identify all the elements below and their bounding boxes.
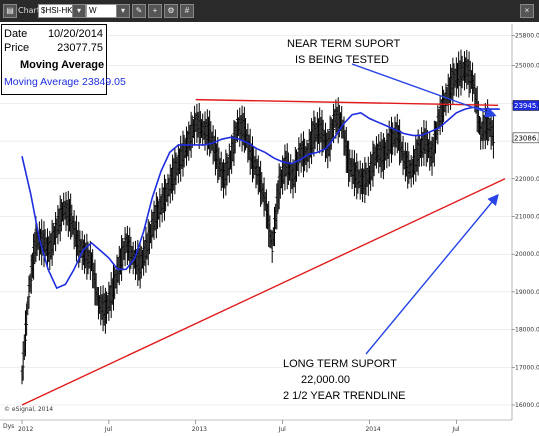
y-tick-label: 16000.00	[515, 402, 539, 409]
x-axis-ticks: 2012 Jul 2013 Jul 2014 Jul	[18, 420, 460, 433]
date-label: Date	[4, 28, 28, 40]
y-tick-label: 17000.00	[515, 364, 539, 371]
y-tick-label: 20000.00	[515, 251, 539, 258]
near-term-annotation-2: IS BEING TESTED	[295, 54, 389, 66]
y-tick-label: 21000.00	[515, 214, 539, 221]
date-value: 10/20/2014	[47, 28, 103, 40]
zoom-icon[interactable]: +	[148, 4, 162, 18]
price-value: 23077.75	[57, 42, 103, 54]
price-badges: 23945.65 23086.54	[512, 100, 539, 144]
y-tick-label: 25000.00	[515, 63, 539, 70]
y-axis-ticks: 25800.0025000.0024000.0023000.0022000.00…	[512, 33, 539, 409]
dys-label: Dys	[3, 423, 14, 430]
long-term-annotation-1: LONG TERM SUPORT	[283, 358, 397, 370]
data-window: Date 10/20/2014 Price 23077.75 Moving Av…	[1, 24, 126, 95]
price-badge-box	[512, 100, 539, 111]
price-badge-box	[512, 132, 539, 144]
resistance-trendline	[195, 98, 499, 106]
x-tick-label: Jul	[451, 426, 460, 433]
app-label: Chart	[18, 6, 40, 15]
support-trendline	[21, 178, 506, 406]
long-term-arrow	[365, 193, 499, 355]
y-tick-label: 19000.00	[515, 289, 539, 296]
y-tick-label: 22000.00	[515, 176, 539, 183]
near-term-arrow	[351, 63, 497, 118]
price-badge-label: 23086.54	[514, 134, 539, 142]
grid-icon[interactable]: #	[180, 4, 194, 18]
ma-label: Moving Average 23849.05	[4, 76, 126, 88]
symbol-dropdown-icon[interactable]: ▾	[72, 4, 86, 18]
x-tick-label: 2014	[365, 426, 380, 433]
settings-icon[interactable]: ⚙	[164, 4, 178, 18]
ma-title: Moving Average	[20, 59, 105, 71]
moving-average-line	[21, 106, 500, 290]
x-tick-label: 2012	[18, 426, 33, 433]
x-tick-label: Jul	[104, 426, 113, 433]
long-term-annotation-3: 2 1/2 YEAR TRENDLINE	[283, 390, 405, 402]
close-icon[interactable]: ×	[520, 4, 534, 18]
x-tick-label: 2013	[192, 426, 207, 433]
near-term-annotation-1: NEAR TERM SUPORT	[287, 38, 401, 50]
price-badge-label: 23945.65	[514, 102, 539, 110]
price-label: Price	[4, 42, 30, 54]
draw-icon[interactable]: ✎	[132, 4, 146, 18]
toolbar: ▤ Chart $HSI-HKG ▾ W ▾ ✎ + ⚙ # ×	[0, 0, 539, 23]
x-tick-label: Jul	[278, 426, 287, 433]
chart-icon[interactable]: ▤	[3, 4, 17, 18]
y-tick-label: 25800.00	[515, 33, 539, 40]
y-tick-label: 18000.00	[515, 327, 539, 334]
long-term-annotation-2: 22,000.00	[301, 374, 350, 386]
period-dropdown-icon[interactable]: ▾	[116, 4, 130, 18]
copyright-label: © eSignal, 2014	[4, 406, 53, 413]
